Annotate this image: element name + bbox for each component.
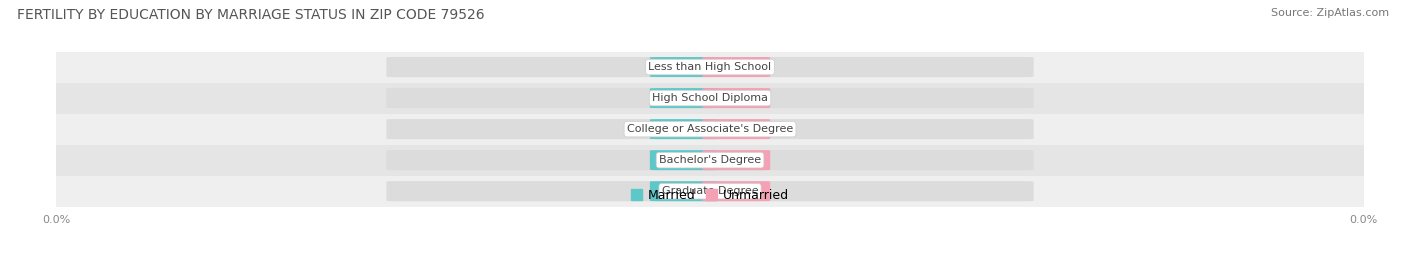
FancyBboxPatch shape — [702, 181, 770, 201]
Text: 0.0%: 0.0% — [669, 62, 699, 72]
Bar — [56, 114, 1364, 145]
FancyBboxPatch shape — [700, 150, 1033, 170]
Text: 0.0%: 0.0% — [669, 186, 699, 196]
FancyBboxPatch shape — [650, 88, 718, 108]
Text: 0.0%: 0.0% — [721, 62, 751, 72]
FancyBboxPatch shape — [702, 88, 770, 108]
FancyBboxPatch shape — [650, 119, 718, 139]
Text: Bachelor's Degree: Bachelor's Degree — [659, 155, 761, 165]
FancyBboxPatch shape — [650, 57, 718, 77]
Text: 0.0%: 0.0% — [721, 124, 751, 134]
Bar — [56, 145, 1364, 176]
FancyBboxPatch shape — [650, 181, 718, 201]
Text: FERTILITY BY EDUCATION BY MARRIAGE STATUS IN ZIP CODE 79526: FERTILITY BY EDUCATION BY MARRIAGE STATU… — [17, 8, 485, 22]
Bar — [56, 176, 1364, 207]
FancyBboxPatch shape — [702, 150, 770, 170]
FancyBboxPatch shape — [702, 57, 770, 77]
Text: 0.0%: 0.0% — [721, 186, 751, 196]
FancyBboxPatch shape — [387, 181, 720, 201]
Text: Less than High School: Less than High School — [648, 62, 772, 72]
Bar — [56, 52, 1364, 83]
FancyBboxPatch shape — [700, 57, 1033, 77]
Text: 0.0%: 0.0% — [669, 124, 699, 134]
Text: Source: ZipAtlas.com: Source: ZipAtlas.com — [1271, 8, 1389, 18]
Text: 0.0%: 0.0% — [721, 93, 751, 103]
FancyBboxPatch shape — [700, 88, 1033, 108]
FancyBboxPatch shape — [387, 119, 720, 139]
FancyBboxPatch shape — [387, 57, 720, 77]
Text: College or Associate's Degree: College or Associate's Degree — [627, 124, 793, 134]
Text: 0.0%: 0.0% — [669, 155, 699, 165]
Text: High School Diploma: High School Diploma — [652, 93, 768, 103]
FancyBboxPatch shape — [702, 119, 770, 139]
Text: 0.0%: 0.0% — [669, 93, 699, 103]
FancyBboxPatch shape — [650, 150, 718, 170]
Bar — [56, 83, 1364, 114]
Text: Graduate Degree: Graduate Degree — [662, 186, 758, 196]
FancyBboxPatch shape — [387, 88, 720, 108]
FancyBboxPatch shape — [700, 119, 1033, 139]
Legend: Married, Unmarried: Married, Unmarried — [626, 184, 794, 207]
FancyBboxPatch shape — [387, 150, 720, 170]
FancyBboxPatch shape — [700, 181, 1033, 201]
Text: 0.0%: 0.0% — [721, 155, 751, 165]
